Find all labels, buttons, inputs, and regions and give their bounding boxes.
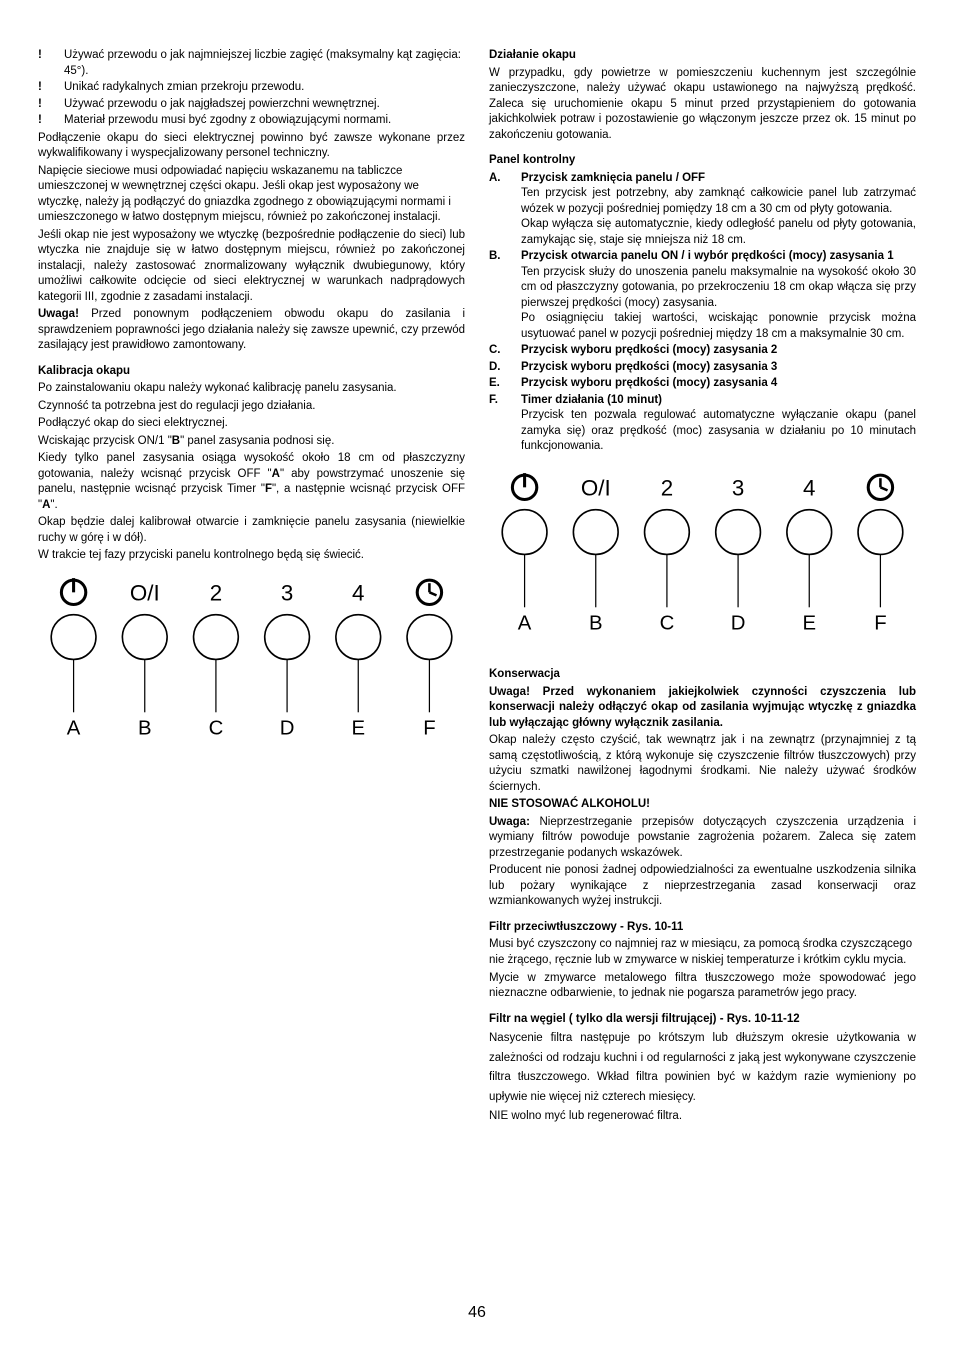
cable-bullets: ! Używać przewodu o jak najmniejszej licz… — [38, 48, 465, 129]
svg-text:2: 2 — [210, 580, 222, 605]
calib-line: Podłączyć okap do sieci elektrycznej. — [38, 416, 465, 432]
bullet-text: Używać przewodu o jak najgładszej powier… — [64, 97, 380, 113]
control-item-body: Timer działania (10 minut)Przycisk ten p… — [521, 393, 916, 455]
svg-text:E: E — [802, 613, 816, 635]
svg-text:2: 2 — [661, 475, 673, 500]
control-item-body: Przycisk wyboru prędkości (mocy) zasysan… — [521, 360, 916, 376]
para-voltage: Napięcie sieciowe musi odpowiadać napięc… — [38, 164, 465, 226]
svg-text:4: 4 — [352, 580, 364, 605]
bullet-text: Materiał przewodu musi być zgodny z obow… — [64, 113, 391, 129]
calib-line: Kiedy tylko panel zasysania osiąga wysok… — [38, 451, 465, 513]
page-number: 46 — [0, 1302, 954, 1324]
page-columns: ! Używać przewodu o jak najmniejszej licz… — [38, 48, 916, 1127]
right-column: Działanie okapu W przypadku, gdy powietr… — [489, 48, 916, 1127]
maintenance-p1: Okap należy często czyścić, tak wewnątrz… — [489, 733, 916, 795]
svg-text:E: E — [351, 718, 365, 740]
control-item-body: Przycisk wyboru prędkości (mocy) zasysan… — [521, 343, 916, 359]
control-panel-diagram-right: A O/I B 2 C 3 D 4 E F — [489, 467, 916, 640]
svg-text:3: 3 — [281, 580, 293, 605]
calib-line: Wciskając przycisk ON/1 "B" panel zasysa… — [38, 434, 465, 450]
heading-carbon-filter: Filtr na węgiel ( tylko dla wersji filtr… — [489, 1012, 916, 1028]
bullet-mark: ! — [38, 97, 46, 113]
control-item-letter: B. — [489, 249, 511, 342]
heading-control-panel: Panel kontrolny — [489, 153, 916, 169]
svg-text:B: B — [138, 718, 152, 740]
control-item-letter: F. — [489, 393, 511, 455]
control-item-letter: D. — [489, 360, 511, 376]
control-item-letter: A. — [489, 171, 511, 249]
control-item-desc: Po osiągnięciu takiej wartości, wciskają… — [521, 311, 916, 342]
svg-text:C: C — [660, 613, 675, 635]
svg-text:A: A — [518, 613, 532, 635]
left-column: ! Używać przewodu o jak najmniejszej licz… — [38, 48, 465, 1127]
svg-text:C: C — [209, 718, 224, 740]
para-operation: W przypadku, gdy powietrze w pomieszczen… — [489, 66, 916, 144]
grease-filter-p2: Mycie w zmywarce metalowego filtra tłusz… — [489, 971, 916, 1002]
bullet-mark: ! — [38, 80, 46, 96]
carbon-filter-p1: Nasycenie filtra następuje po krótszym l… — [489, 1029, 916, 1107]
control-item: D. Przycisk wyboru prędkości (mocy) zasys… — [489, 360, 916, 376]
control-item-desc: Ten przycisk służy do unoszenia panelu m… — [521, 265, 916, 312]
calib-line: Czynność ta potrzebna jest do regulacji … — [38, 399, 465, 415]
maintenance-p3: Producent nie ponosi żadnej odpowiedzial… — [489, 863, 916, 910]
bullet-mark: ! — [38, 113, 46, 129]
control-item-letter: C. — [489, 343, 511, 359]
bullet-text: Używać przewodu o jak najmniejszej liczb… — [64, 48, 465, 79]
svg-text:A: A — [67, 718, 81, 740]
heading-grease-filter: Filtr przeciwtłuszczowy - Rys. 10-11 — [489, 920, 916, 936]
svg-text:O/I: O/I — [581, 475, 611, 500]
control-item-title: Przycisk wyboru prędkości (mocy) zasysan… — [521, 376, 916, 392]
maintenance-p2: Uwaga: Nieprzestrzeganie przepisów dotyc… — [489, 815, 916, 862]
calib-line: W trakcie tej fazy przyciski panelu kont… — [38, 548, 465, 564]
control-panel-items: A.Przycisk zamknięcia panelu / OFFTen pr… — [489, 171, 916, 455]
control-item-title: Przycisk otwarcia panelu ON / i wybór pr… — [521, 249, 916, 265]
control-item-title: Przycisk zamknięcia panelu / OFF — [521, 171, 916, 187]
svg-text:O/I: O/I — [130, 580, 160, 605]
svg-text:F: F — [423, 718, 435, 740]
heading-calibration: Kalibracja okapu — [38, 364, 465, 380]
svg-text:B: B — [589, 613, 603, 635]
calib-line: Okap będzie dalej kalibrował otwarcie i … — [38, 515, 465, 546]
svg-text:F: F — [874, 613, 886, 635]
svg-text:D: D — [731, 613, 746, 635]
maintenance-noalcohol: NIE STOSOWAĆ ALKOHOLU! — [489, 797, 916, 813]
control-item-desc: Ten przycisk jest potrzebny, aby zamknąć… — [521, 186, 916, 217]
control-item-title: Przycisk wyboru prędkości (mocy) zasysan… — [521, 343, 916, 359]
heading-maintenance: Konserwacja — [489, 667, 916, 683]
control-item-desc: Okap wyłącza się automatycznie, kiedy od… — [521, 217, 916, 248]
svg-text:3: 3 — [732, 475, 744, 500]
heading-operation: Działanie okapu — [489, 48, 916, 64]
para-warning: Uwaga! Przed ponownym podłączeniem obwod… — [38, 307, 465, 354]
grease-filter-p1: Musi być czyszczony co najmniej raz w mi… — [489, 937, 916, 968]
control-item-body: Przycisk zamknięcia panelu / OFFTen przy… — [521, 171, 916, 249]
bullet-text: Unikać radykalnych zmian przekroju przew… — [64, 80, 304, 96]
maintenance-warning: Uwaga! Przed wykonaniem jakiejkolwiek cz… — [489, 685, 916, 732]
control-item-body: Przycisk otwarcia panelu ON / i wybór pr… — [521, 249, 916, 342]
control-item-body: Przycisk wyboru prędkości (mocy) zasysan… — [521, 376, 916, 392]
carbon-filter-p2: NIE wolno myć lub regenerować filtra. — [489, 1109, 916, 1125]
control-panel-diagram-left: A O/I B 2 C 3 D 4 E F — [38, 572, 465, 745]
calib-line: Po zainstalowaniu okapu należy wykonać k… — [38, 381, 465, 397]
control-item-title: Przycisk wyboru prędkości (mocy) zasysan… — [521, 360, 916, 376]
svg-text:D: D — [280, 718, 295, 740]
control-item-letter: E. — [489, 376, 511, 392]
bullet-mark: ! — [38, 48, 46, 79]
control-item-desc: Przycisk ten pozwala regulować automatyc… — [521, 408, 916, 455]
para-connection: Podłączenie okapu do sieci elektrycznej … — [38, 131, 465, 162]
control-item-title: Timer działania (10 minut) — [521, 393, 916, 409]
control-item: C. Przycisk wyboru prędkości (mocy) zasys… — [489, 343, 916, 359]
control-item: E. Przycisk wyboru prędkości (mocy) zasys… — [489, 376, 916, 392]
svg-text:4: 4 — [803, 475, 815, 500]
control-item: B. Przycisk otwarcia panelu ON / i wybór … — [489, 249, 916, 342]
para-noplug: Jeśli okap nie jest wyposażony we wtyczk… — [38, 228, 465, 306]
control-item: A.Przycisk zamknięcia panelu / OFFTen pr… — [489, 171, 916, 249]
control-item: F.Timer działania (10 minut)Przycisk ten… — [489, 393, 916, 455]
